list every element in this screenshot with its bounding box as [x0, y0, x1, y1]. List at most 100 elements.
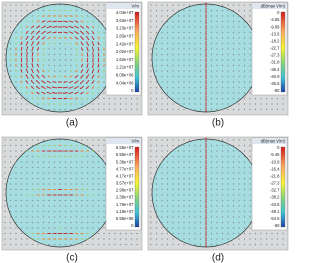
colorbar-unit: dB(max V/m) — [261, 138, 286, 143]
arrow-head — [81, 210, 83, 213]
arrow-head — [20, 80, 23, 83]
arrow-head — [243, 15, 246, 17]
field-panel: dB(max V/m)0-5.45-10.9-16.4-21.8-27.3-32… — [147, 136, 289, 251]
arrow-head — [26, 194, 29, 196]
arrow-head — [249, 109, 251, 111]
arrow-head — [70, 227, 72, 229]
arrow-head — [243, 172, 246, 174]
arrow-head — [70, 59, 72, 61]
arrow-head — [25, 63, 28, 65]
arrow-head — [59, 210, 61, 213]
arrow-head — [227, 227, 229, 229]
arrow-head — [37, 9, 39, 12]
arrow-head — [37, 103, 39, 105]
arrow-head — [188, 172, 191, 174]
arrow-head — [238, 109, 240, 111]
arrow-head — [194, 145, 196, 147]
arrow-head — [172, 109, 174, 111]
arrow-head — [75, 4, 78, 6]
arrow-head — [21, 183, 23, 185]
colorbar-tick-label: 3.23e+07 — [116, 26, 134, 31]
arrow-head — [249, 15, 251, 17]
arrow-head — [216, 216, 218, 218]
arrow-head — [10, 166, 12, 169]
arrow-head — [238, 48, 240, 50]
arrow-head — [227, 244, 229, 246]
colorbar-tick-label: 6.55e+07 — [116, 145, 134, 150]
arrow-head — [199, 48, 202, 50]
arrow-head — [65, 177, 67, 180]
arrow-head — [66, 150, 68, 152]
arrow-head — [199, 233, 202, 235]
arrow-head — [210, 70, 213, 72]
arrow-head — [9, 9, 12, 12]
arrow-head — [43, 155, 45, 158]
arrow-head — [108, 103, 111, 105]
arrow-head — [61, 232, 63, 235]
colorbar-tick-label: -54.5 — [270, 216, 280, 221]
arrow-head — [31, 15, 34, 17]
arrow-head — [166, 205, 169, 207]
arrow-head — [92, 199, 94, 202]
arrow-head — [172, 238, 174, 240]
arrow-head — [166, 54, 169, 56]
arrow-head — [183, 150, 185, 152]
arrow-head — [70, 205, 72, 207]
arrow-head — [20, 20, 23, 23]
arrow-head — [166, 21, 169, 23]
arrow-head — [199, 178, 202, 180]
arrow-head — [227, 4, 229, 6]
arrow-head — [92, 15, 94, 17]
arrow-head — [65, 243, 67, 246]
arrow-head — [103, 86, 105, 89]
arrow-head — [48, 221, 50, 224]
arrow-head — [59, 53, 61, 56]
arrow-head — [37, 144, 40, 147]
arrow-head — [265, 103, 268, 105]
arrow-head — [21, 194, 23, 196]
arrow-head — [87, 32, 90, 35]
arrow-head — [103, 76, 105, 78]
arrow-head — [227, 156, 229, 158]
arrow-head — [55, 150, 57, 152]
arrow-head — [199, 150, 202, 152]
arrow-head — [188, 183, 191, 185]
arrow-head — [15, 103, 17, 105]
arrow-head — [75, 97, 77, 100]
arrow-head — [188, 43, 191, 45]
arrow-head — [38, 188, 40, 191]
arrow-head — [49, 25, 52, 28]
arrow-head — [232, 211, 235, 213]
arrow-head — [15, 4, 17, 6]
arrow-head — [282, 233, 284, 235]
arrow-head — [232, 194, 235, 196]
arrow-head — [199, 21, 202, 23]
arrow-head — [81, 199, 83, 202]
arrow-head — [172, 87, 174, 89]
arrow-head — [238, 216, 240, 218]
arrow-head — [55, 194, 57, 196]
arrow-head — [31, 74, 33, 76]
arrow-head — [32, 172, 34, 174]
arrow-head — [75, 48, 78, 51]
arrow-head — [232, 92, 235, 94]
arrow-head — [205, 218, 207, 220]
arrow-head — [216, 26, 218, 28]
arrow-head — [60, 188, 62, 191]
arrow-head — [243, 87, 246, 89]
arrow-head — [243, 145, 246, 147]
arrow-head — [20, 36, 23, 39]
arrow-head — [155, 189, 158, 191]
arrow-head — [155, 65, 158, 67]
arrow-head — [194, 103, 196, 105]
arrow-head — [199, 32, 202, 34]
arrow-head — [38, 25, 40, 28]
arrow-head — [199, 172, 202, 174]
arrow-head — [80, 76, 82, 79]
arrow-head — [87, 20, 89, 23]
arrow-head — [43, 227, 45, 229]
arrow-head — [82, 38, 84, 40]
arrow-head — [150, 189, 152, 191]
arrow-head — [71, 21, 74, 23]
arrow-head — [26, 144, 28, 147]
